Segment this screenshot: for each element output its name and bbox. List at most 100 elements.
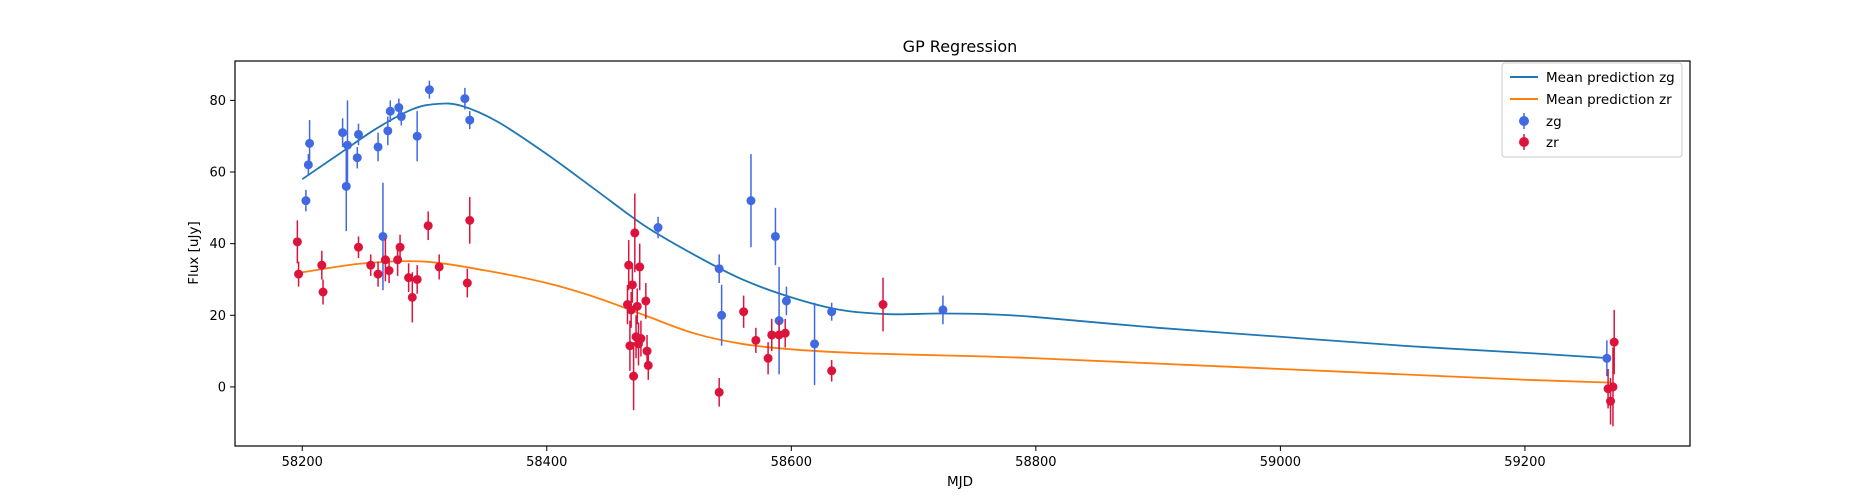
x-tick-label: 59000 bbox=[1260, 455, 1301, 470]
point-marker bbox=[460, 94, 470, 104]
point-marker bbox=[1602, 353, 1612, 363]
point-marker bbox=[341, 181, 351, 191]
data-point-zg bbox=[653, 216, 663, 239]
legend-zr-marker bbox=[1519, 137, 1529, 147]
point-marker bbox=[385, 106, 395, 116]
data-point-zg bbox=[810, 302, 820, 386]
data-point-zr bbox=[630, 193, 640, 273]
point-marker bbox=[641, 296, 651, 306]
point-marker bbox=[434, 262, 444, 272]
data-point-zg bbox=[353, 123, 363, 146]
point-marker bbox=[636, 334, 646, 344]
data-point-zr bbox=[751, 327, 761, 353]
point-marker bbox=[303, 160, 313, 170]
data-point-zr bbox=[366, 254, 376, 276]
data-point-zr bbox=[627, 266, 637, 303]
point-marker bbox=[653, 223, 663, 233]
point-marker bbox=[632, 301, 642, 311]
data-point-zr bbox=[878, 277, 888, 332]
point-marker bbox=[383, 126, 393, 136]
legend-zg-line-label: Mean prediction zg bbox=[1546, 70, 1675, 86]
chart-title: GP Regression bbox=[903, 37, 1018, 56]
x-tick-label: 58600 bbox=[771, 455, 812, 470]
data-point-zr bbox=[1609, 309, 1619, 375]
data-point-zr bbox=[635, 243, 645, 291]
x-tick-label: 58200 bbox=[282, 455, 323, 470]
point-marker bbox=[407, 292, 417, 302]
data-point-zg bbox=[412, 111, 422, 162]
point-marker bbox=[465, 215, 475, 225]
point-marker bbox=[317, 260, 327, 270]
data-point-zg bbox=[746, 154, 756, 248]
point-marker bbox=[714, 387, 724, 397]
data-point-zg bbox=[827, 302, 837, 321]
data-point-zg bbox=[770, 207, 780, 266]
y-axis-label: Flux [uJy] bbox=[186, 221, 202, 284]
data-point-zg bbox=[385, 100, 395, 122]
point-marker bbox=[714, 264, 724, 274]
point-marker bbox=[294, 269, 304, 279]
data-point-zr bbox=[1608, 347, 1618, 427]
x-tick-label: 59200 bbox=[1504, 455, 1545, 470]
data-point-zr bbox=[353, 236, 363, 258]
point-marker bbox=[373, 142, 383, 152]
point-marker bbox=[1609, 337, 1619, 347]
data-point-zr bbox=[641, 283, 651, 319]
data-point-zr bbox=[629, 342, 639, 411]
data-point-zg bbox=[303, 154, 313, 176]
data-point-zg bbox=[341, 141, 351, 232]
point-marker bbox=[366, 260, 376, 270]
data-point-zr bbox=[465, 197, 475, 244]
point-marker bbox=[746, 196, 756, 206]
point-marker bbox=[462, 278, 472, 288]
data-point-zg bbox=[465, 111, 475, 130]
data-point-zr bbox=[380, 238, 390, 282]
data-point-zr bbox=[827, 360, 837, 382]
point-marker bbox=[1608, 382, 1618, 392]
point-marker bbox=[630, 228, 640, 238]
data-point-zg bbox=[373, 132, 383, 162]
data-point-zr bbox=[384, 257, 394, 284]
x-tick-label: 58800 bbox=[1015, 455, 1056, 470]
data-point-zr bbox=[632, 288, 642, 325]
y-tick-label: 40 bbox=[209, 237, 226, 252]
point-marker bbox=[318, 287, 328, 297]
x-axis: 58200 58400 58600 58800 59000 59200 bbox=[282, 446, 1546, 470]
data-point-zg bbox=[301, 189, 311, 212]
point-marker bbox=[353, 129, 363, 139]
point-marker bbox=[635, 262, 645, 272]
data-point-zr bbox=[294, 261, 304, 287]
point-marker bbox=[352, 153, 362, 163]
point-marker bbox=[629, 371, 639, 381]
point-marker bbox=[739, 307, 749, 317]
point-marker bbox=[625, 341, 635, 351]
data-point-zr bbox=[739, 295, 749, 328]
point-marker bbox=[770, 231, 780, 241]
point-marker bbox=[353, 242, 363, 252]
point-marker bbox=[384, 266, 394, 276]
point-marker bbox=[292, 237, 302, 247]
point-marker bbox=[827, 307, 837, 317]
data-point-zg bbox=[352, 146, 362, 169]
data-point-zr bbox=[780, 318, 790, 348]
y-tick-label: 0 bbox=[218, 380, 226, 395]
data-point-zg bbox=[1602, 340, 1612, 377]
legend: Mean prediction zg Mean prediction zr zg… bbox=[1501, 62, 1683, 158]
point-marker bbox=[763, 353, 773, 363]
data-point-zr bbox=[373, 261, 383, 287]
point-marker bbox=[373, 269, 383, 279]
data-point-zr bbox=[462, 268, 472, 298]
point-marker bbox=[380, 255, 390, 265]
point-marker bbox=[878, 300, 888, 310]
data-point-zr bbox=[434, 254, 444, 280]
data-point-zg bbox=[305, 120, 315, 167]
y-tick-label: 60 bbox=[209, 166, 226, 181]
point-marker bbox=[338, 128, 348, 138]
data-point-zr bbox=[292, 220, 302, 264]
data-point-zr bbox=[407, 272, 417, 323]
point-marker bbox=[412, 131, 422, 141]
point-marker bbox=[395, 242, 405, 252]
point-marker bbox=[624, 260, 634, 270]
data-point-zg bbox=[717, 284, 727, 346]
